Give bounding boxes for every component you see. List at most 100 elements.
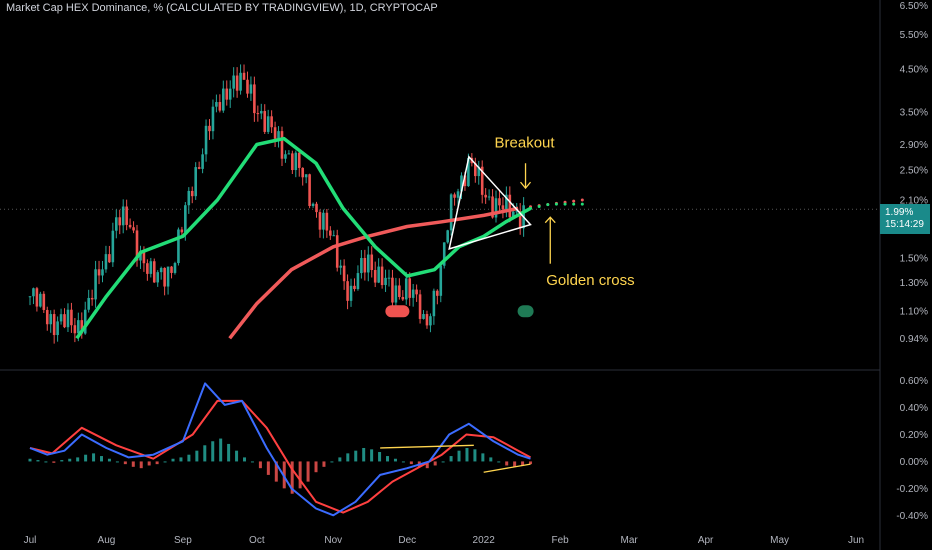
histogram-bar	[147, 461, 151, 466]
macd-pane	[28, 382, 533, 517]
histogram-bar	[401, 461, 405, 463]
price-tick-label: 2.90%	[900, 140, 928, 151]
candle-body	[384, 277, 387, 286]
histogram-bar	[266, 461, 270, 475]
candle-body	[77, 320, 80, 334]
candles	[28, 64, 525, 344]
macd-tick-label: 0.20%	[900, 430, 928, 441]
candle-body	[208, 125, 211, 132]
candle-body	[242, 72, 246, 80]
candle-body	[484, 194, 487, 198]
candle-body	[366, 254, 370, 273]
histogram-bar	[227, 443, 231, 462]
histogram-bar	[179, 457, 183, 462]
time-tick-label: Sep	[174, 535, 192, 546]
candle-body	[80, 320, 84, 334]
histogram-bar	[298, 461, 302, 489]
candle-body	[253, 84, 256, 114]
candle-body	[280, 131, 284, 159]
candle-body	[170, 266, 173, 273]
candle-body	[370, 254, 374, 271]
breakout-arrow-head	[520, 181, 532, 190]
candle-body	[163, 267, 166, 287]
ma-fast-line-projection-dot	[537, 205, 541, 209]
price-tick-label: 1.10%	[900, 307, 928, 318]
candle-body	[387, 277, 391, 279]
candle-body	[308, 174, 311, 206]
candle-body	[401, 296, 405, 300]
candle-body	[235, 75, 239, 91]
candle-body	[45, 309, 49, 325]
histogram-bar	[139, 461, 143, 469]
candle-body	[32, 288, 35, 297]
histogram-bar	[322, 461, 326, 467]
candle-body	[329, 230, 332, 236]
histogram-bar	[243, 457, 247, 462]
histogram-bar	[60, 460, 64, 462]
candle-body	[135, 230, 139, 261]
candle-body	[377, 266, 380, 283]
ma-fast-line-projection-dot	[563, 202, 567, 206]
histogram-bar	[497, 461, 501, 463]
candle-body	[301, 167, 305, 178]
time-tick-label: Apr	[698, 535, 714, 546]
candle-body	[291, 153, 294, 171]
histogram-bar	[449, 456, 453, 462]
candle-body	[266, 116, 270, 132]
candle-body	[52, 314, 56, 336]
candle-body	[263, 111, 267, 132]
candle-body	[35, 288, 39, 307]
candle-body	[228, 88, 232, 100]
ma-fast-line-projection-dot	[529, 206, 533, 210]
price-tick-label: 6.50%	[900, 1, 928, 12]
candle-body	[222, 88, 225, 111]
time-tick-label: Dec	[398, 535, 416, 546]
histogram-bar	[155, 461, 159, 465]
candle-body	[408, 278, 412, 298]
signal-line	[29, 399, 531, 514]
histogram-bar	[314, 461, 318, 473]
histogram-bar	[100, 456, 104, 462]
ma-fast-line-projection-dot	[554, 202, 558, 206]
candle-body	[166, 266, 170, 287]
candle-body	[273, 127, 277, 139]
divergence-line	[380, 444, 474, 449]
candle-body	[284, 154, 287, 159]
candle-body	[49, 314, 53, 325]
histogram-bar	[76, 457, 80, 462]
candle-body	[315, 203, 318, 213]
histogram-bar	[28, 458, 32, 462]
golden-cross-label: Golden cross	[546, 272, 634, 289]
candle-body	[487, 196, 491, 198]
histogram-bar	[123, 461, 127, 465]
candle-body	[83, 309, 87, 334]
histogram-bar	[250, 461, 254, 463]
time-tick-label: Aug	[98, 535, 116, 546]
candle-body	[349, 285, 353, 301]
histogram-bar	[346, 453, 350, 462]
candle-body	[256, 113, 260, 115]
candle-body	[108, 254, 111, 263]
histogram-bar	[338, 457, 342, 462]
macd-line	[29, 382, 531, 517]
price-tick-label: 2.10%	[900, 195, 928, 206]
candle-body	[194, 167, 197, 197]
candle-body	[311, 203, 315, 206]
histogram-bar	[425, 461, 429, 469]
candle-body	[353, 285, 356, 290]
histogram-bar	[393, 458, 397, 462]
candle-body	[398, 285, 401, 297]
histogram-bar	[441, 461, 445, 463]
candle-body	[508, 194, 512, 218]
candle-body	[360, 257, 363, 274]
price-tick-label: 3.50%	[900, 108, 928, 119]
histogram-bar	[306, 461, 310, 482]
candle-body	[453, 194, 456, 198]
candle-body	[87, 297, 90, 310]
candle-body	[90, 297, 94, 300]
candle-body	[373, 270, 377, 283]
candle-body	[173, 263, 177, 273]
histogram-bar	[235, 450, 239, 462]
candle-body	[511, 211, 515, 218]
